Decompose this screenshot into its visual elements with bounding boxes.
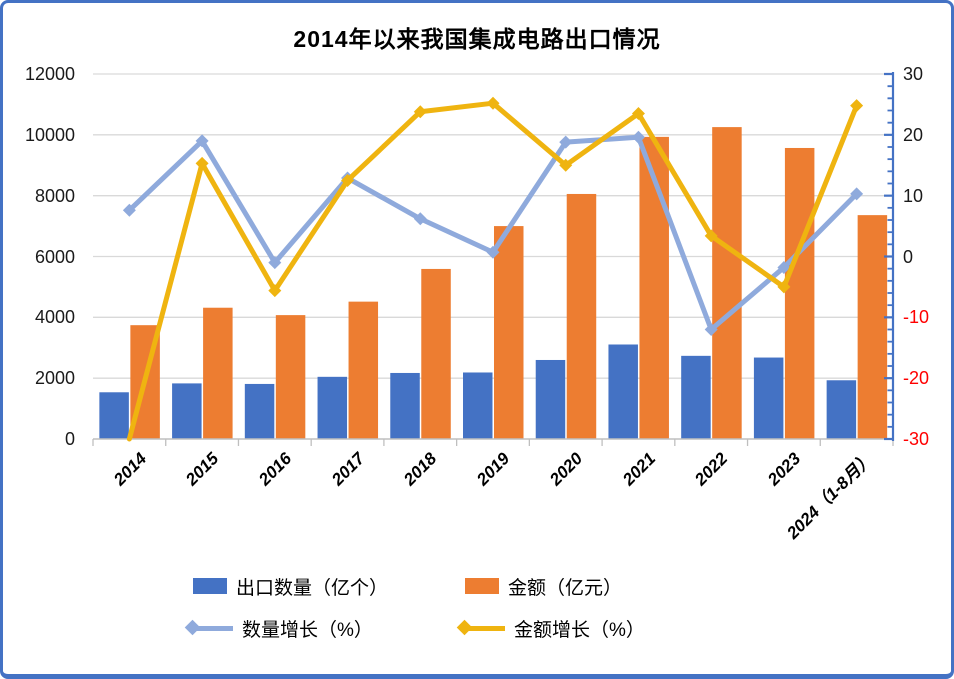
bar-quantity-2018 <box>390 372 420 439</box>
y-axis-left-tick-label: 12000 <box>24 64 75 84</box>
diamond-marker-icon <box>559 158 573 172</box>
legend-label-export-quantity: 出口数量（亿个） <box>236 577 389 599</box>
y-axis-right-tick-label: -30 <box>903 429 930 449</box>
bar-amount-2023 <box>784 147 815 439</box>
legend-line-swatch-quantity-growth <box>184 619 233 636</box>
legend-item-export-quantity: 出口数量（亿个） <box>193 575 389 599</box>
y-axis-left-tick-label: 4000 <box>34 307 75 328</box>
y-axis-right-tick-label: 30 <box>903 64 924 84</box>
y-axis-right-tick-label: -20 <box>903 368 930 389</box>
diamond-marker-icon <box>268 284 282 298</box>
bar-amount-2024（1-8月） <box>857 215 888 439</box>
legend-label-quantity-growth: 数量增长（%） <box>242 619 373 641</box>
bar-amount-2021 <box>639 136 669 439</box>
bar-amount-2020 <box>566 193 597 439</box>
diamond-marker-icon <box>704 229 718 243</box>
bar-quantity-2021 <box>608 344 638 439</box>
y-axis-left-tick-label: 10000 <box>24 124 75 145</box>
bar-amount-2018 <box>421 268 451 439</box>
diamond-marker-icon <box>341 173 355 187</box>
diamond-marker-icon <box>631 107 645 121</box>
legend-swatch-export-quantity <box>193 578 227 594</box>
diamond-marker-icon <box>850 187 864 201</box>
y-axis-left-tick-label: 0 <box>64 429 75 449</box>
bar-amount-2017 <box>348 301 379 439</box>
bar-quantity-2017 <box>317 376 348 439</box>
diamond-marker-icon <box>268 256 282 270</box>
diamond-marker-icon <box>559 135 573 149</box>
diamond-marker-icon <box>413 212 427 226</box>
diamond-marker-icon <box>413 105 427 119</box>
diamond-marker-icon <box>195 156 209 170</box>
diamond-marker-icon <box>850 99 864 113</box>
diamond-marker-icon <box>777 260 791 274</box>
y-axis-right-tick-label: 10 <box>903 185 924 206</box>
line-quantity-growth <box>126 134 860 332</box>
chart-title: 2014年以来我国集成电路出口情况 <box>293 26 661 52</box>
y-axis-left-tick-label: 8000 <box>34 185 75 206</box>
y-axis-right-tick-label: 0 <box>903 246 914 267</box>
diamond-marker-icon <box>777 280 791 294</box>
bar-quantity-2015 <box>172 383 202 439</box>
y-axis-right-tick-label: -10 <box>903 307 930 328</box>
legend-item-amount-growth: 金额增长（%） <box>456 617 645 641</box>
bar-amount-2019 <box>494 226 524 439</box>
y-axis-left-tick-label: 2000 <box>34 368 75 389</box>
bar-quantity-2023 <box>753 357 784 439</box>
y-axis-right-tick-label: 20 <box>903 124 924 145</box>
bar-amount-2015 <box>203 307 233 439</box>
line-amount-growth <box>126 100 860 442</box>
chart-canvas <box>92 72 895 446</box>
bar-quantity-2022 <box>681 355 711 439</box>
bar-amount-2016 <box>275 315 306 439</box>
legend-label-amount-growth: 金额增长（%） <box>514 619 645 641</box>
bar-quantity-2024（1-8月） <box>826 380 857 439</box>
y-axis-left-tick-label: 6000 <box>34 246 75 267</box>
diamond-marker-icon <box>486 245 500 259</box>
bar-quantity-2016 <box>244 383 275 439</box>
diamond-marker-icon <box>486 96 500 110</box>
diamond-marker-icon <box>195 134 209 148</box>
bar-quantity-2020 <box>535 359 566 439</box>
legend-item-amount: 金额（亿元） <box>465 575 623 599</box>
legend-item-quantity-growth: 数量增长（%） <box>184 617 373 641</box>
bar-quantity-2014 <box>99 392 129 439</box>
diamond-marker-icon <box>704 323 718 336</box>
diamond-marker-icon <box>631 130 645 144</box>
bar-amount-2022 <box>712 127 742 440</box>
diamond-marker-icon <box>122 203 136 217</box>
bar-quantity-2019 <box>463 372 493 439</box>
legend-line-swatch-amount-growth <box>456 619 505 636</box>
legend-swatch-amount <box>465 578 499 594</box>
legend-label-amount: 金额（亿元） <box>508 577 623 599</box>
